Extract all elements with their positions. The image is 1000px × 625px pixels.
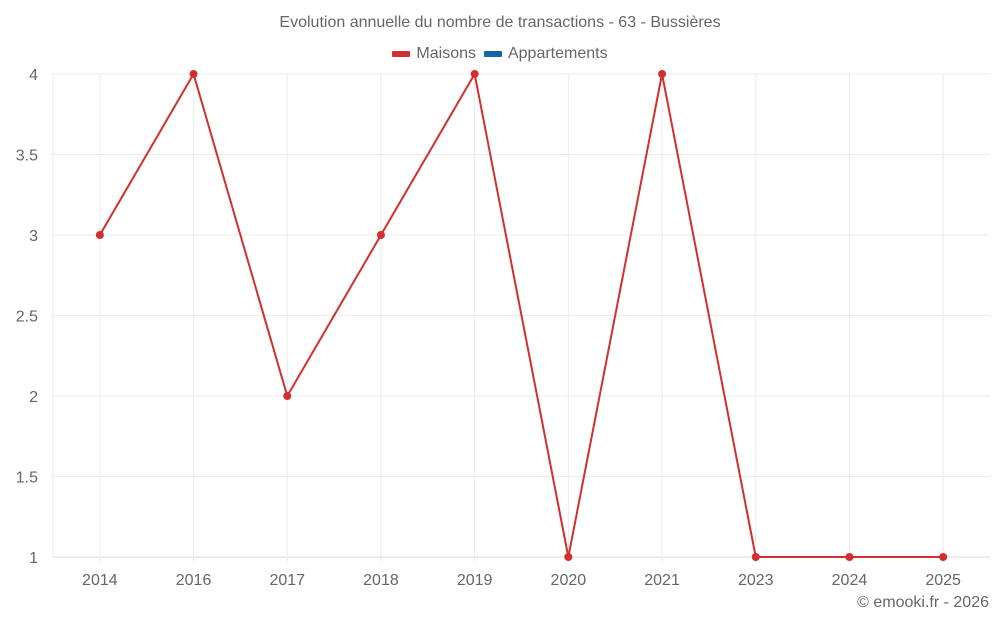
data-point-marker[interactable] [658, 70, 667, 78]
y-tick-label: 1 [29, 550, 38, 567]
data-point-marker[interactable] [376, 231, 385, 239]
data-point-marker[interactable] [939, 553, 948, 561]
x-tick-label: 2016 [176, 572, 212, 589]
y-tick-label: 2.5 [16, 309, 38, 326]
legend-label-maisons: Maisons [416, 45, 476, 62]
data-point-marker[interactable] [470, 70, 479, 78]
legend-item-appartements[interactable]: Appartements [483, 45, 608, 63]
x-tick-label: 2023 [738, 572, 774, 589]
x-tick-label: 2017 [269, 572, 305, 589]
y-tick-label: 1.5 [16, 470, 38, 487]
y-tick-label: 3.5 [16, 148, 38, 165]
y-axis: 1 1.5 2 2.5 3 3.5 4 [16, 67, 38, 567]
series-line [98, 73, 944, 558]
x-tick-label: 2014 [82, 572, 118, 589]
series-maisons [95, 70, 948, 561]
data-point-marker[interactable] [751, 553, 760, 561]
credit-text: © emooki.fr - 2026 [857, 594, 989, 611]
appartements-swatch-icon [483, 51, 502, 57]
x-tick-label: 2019 [457, 572, 493, 589]
grid-lines [52, 73, 990, 563]
data-point-marker[interactable] [564, 553, 573, 561]
data-point-marker[interactable] [95, 231, 104, 239]
y-tick-label: 2 [29, 389, 38, 406]
legend-label-appartements: Appartements [507, 45, 608, 62]
x-tick-label: 2024 [832, 572, 868, 589]
x-tick-label: 2018 [363, 572, 399, 589]
legend-item-maisons[interactable]: Maisons [392, 45, 476, 63]
data-point-marker[interactable] [283, 392, 292, 400]
y-tick-label: 3 [29, 228, 38, 245]
chart-legend: Maisons Appartements [0, 45, 1000, 63]
data-point-marker[interactable] [189, 70, 198, 78]
y-tick-label: 4 [29, 67, 38, 84]
x-tick-label: 2025 [925, 572, 961, 589]
maisons-swatch-icon [392, 51, 411, 57]
chart-title: Evolution annuelle du nombre de transact… [279, 14, 721, 31]
x-axis: 2014 2016 2017 2018 2019 2020 2021 2023 2024 2025 [82, 572, 961, 589]
x-tick-label: 2020 [551, 572, 587, 589]
data-point-marker[interactable] [845, 553, 854, 561]
x-tick-label: 2021 [644, 572, 680, 589]
